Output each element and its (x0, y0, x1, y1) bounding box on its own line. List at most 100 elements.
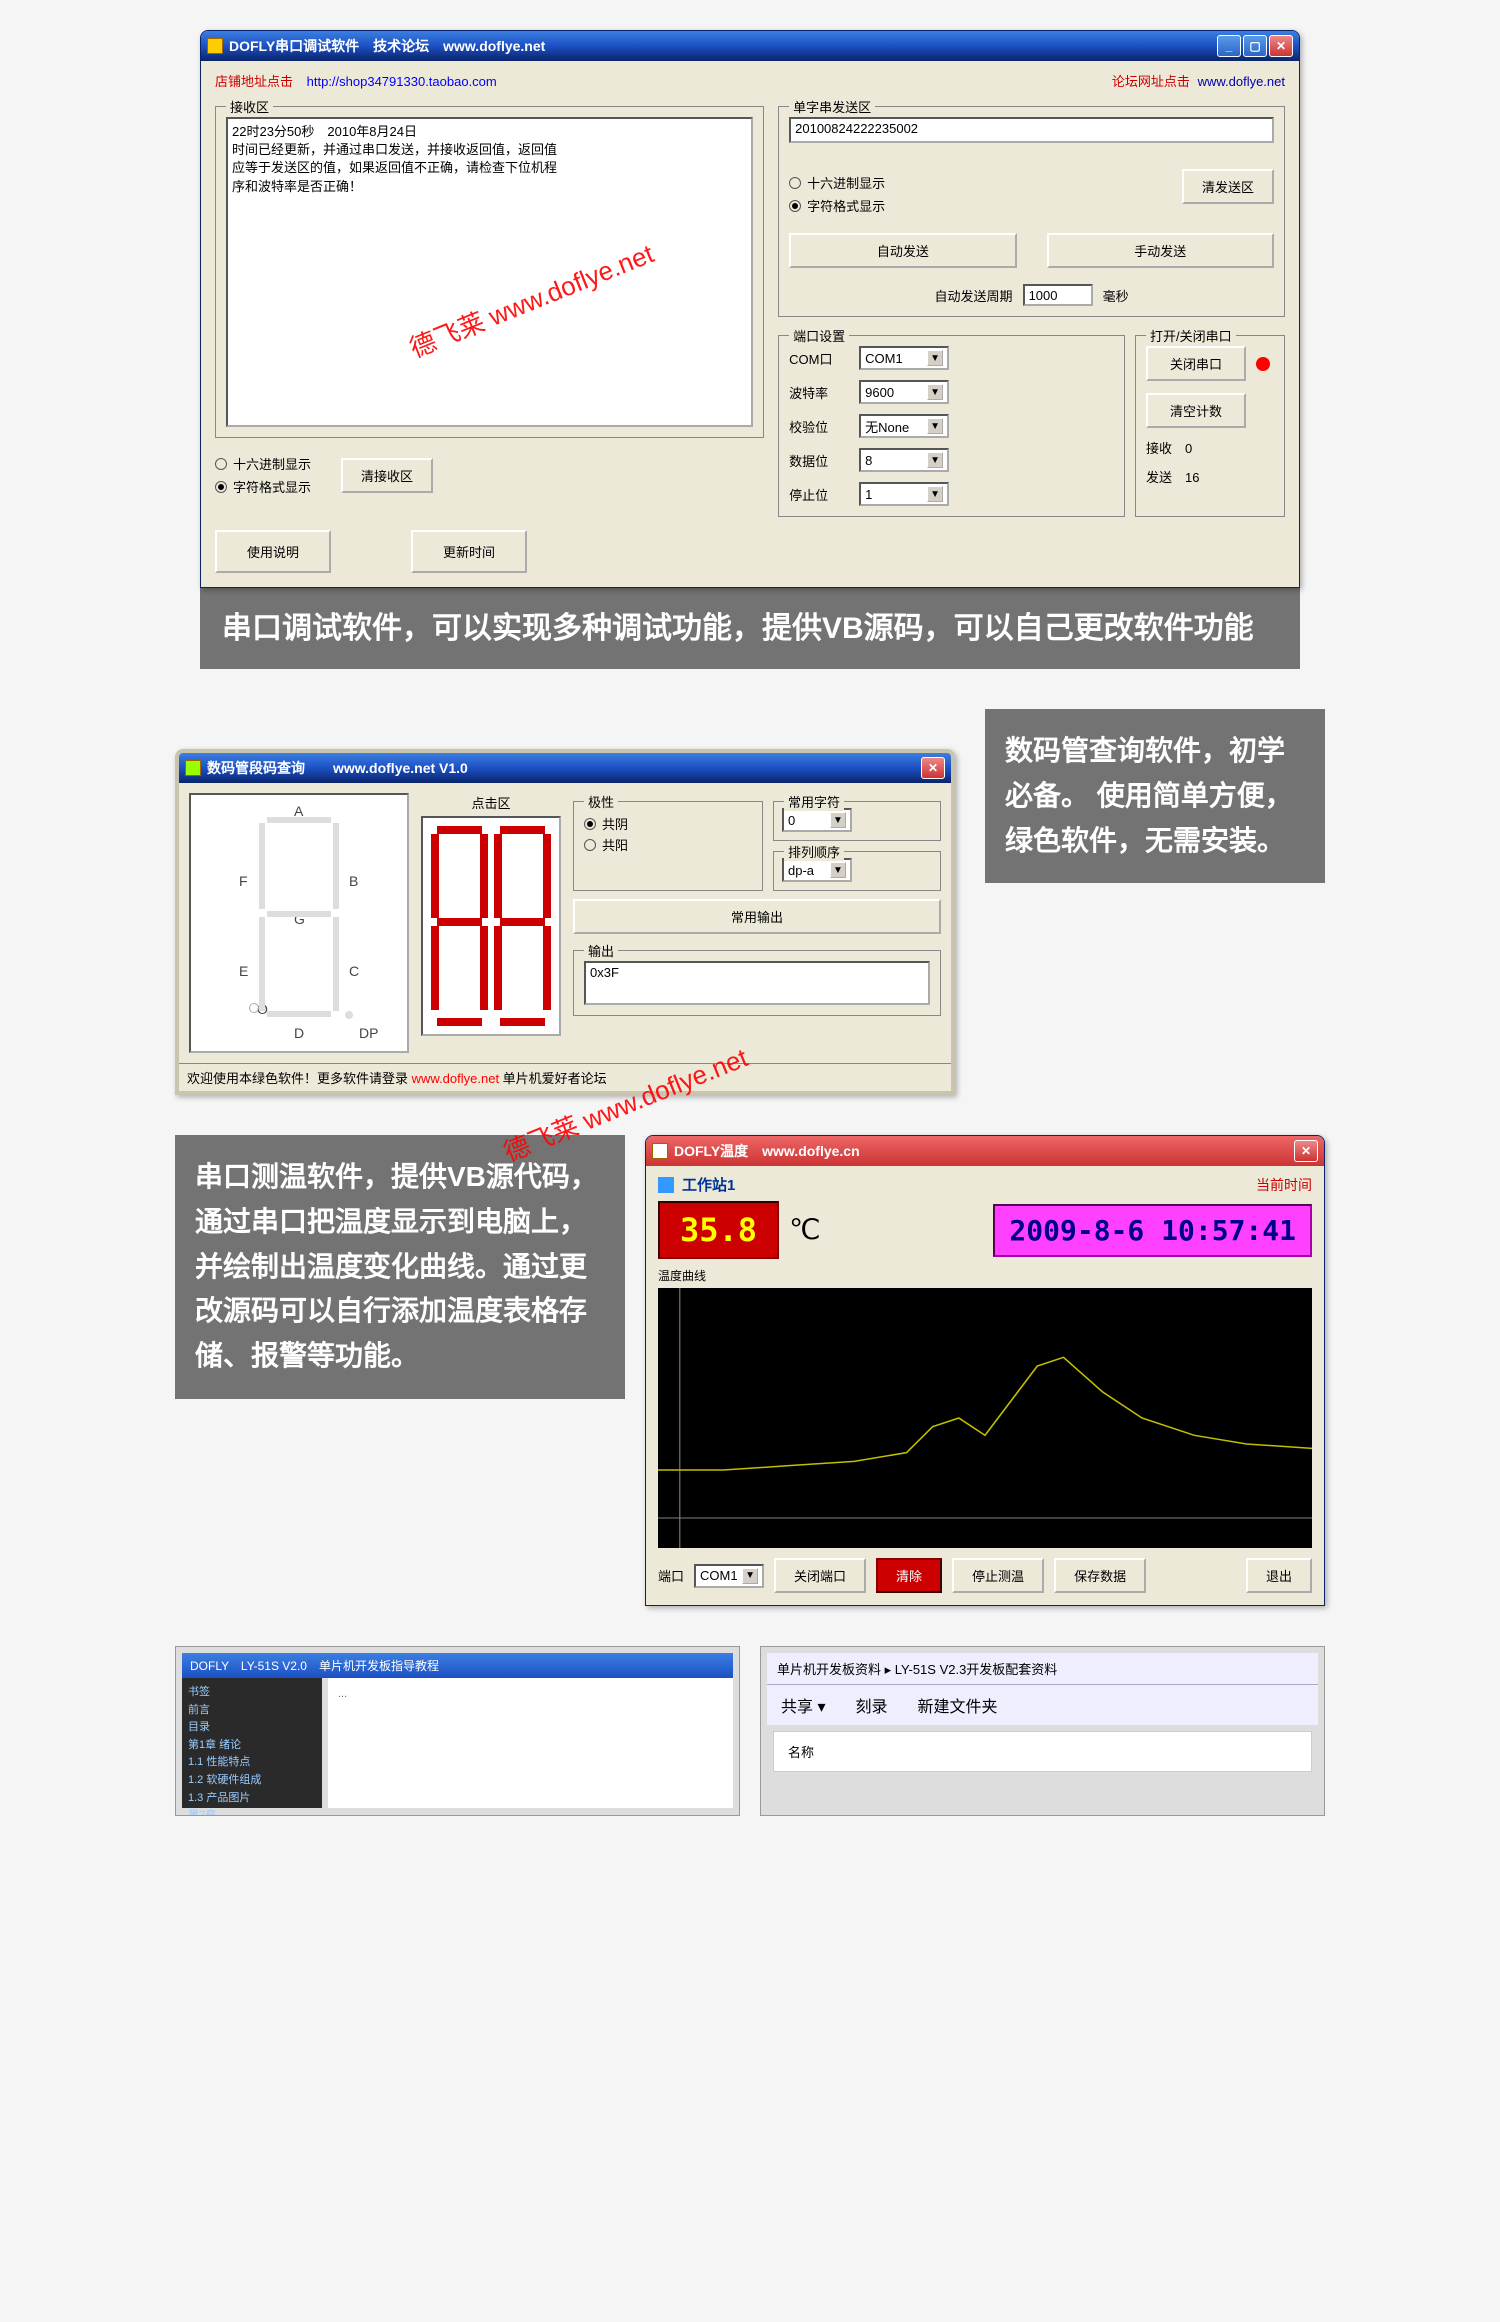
click-area: 点击区 (421, 793, 561, 1053)
pdf-outline-tree[interactable]: 书签前言目录第1章 绪论1.1 性能特点1.2 软硬件组成1.3 产品图片第2章… (182, 1678, 322, 1808)
time-value: 2009-8-6 10:57:41 (993, 1204, 1312, 1257)
auto-period-input[interactable]: 1000 (1023, 284, 1093, 306)
stop-button[interactable]: 停止测温 (952, 1558, 1044, 1593)
common-char-fieldset: 常用字符 0▼ (773, 801, 941, 841)
databits-label: 数据位 (789, 451, 849, 470)
auto-period-label: 自动发送周期 (935, 286, 1013, 305)
forum-link[interactable]: www.doflye.net (1198, 74, 1285, 89)
send-count-value: 16 (1185, 470, 1199, 485)
receive-textarea[interactable]: 22时23分50秒 2010年8月24日 时间已经更新，并通过串口发送，并接收返… (226, 117, 753, 427)
app-icon (652, 1143, 668, 1159)
parity-label: 校验位 (789, 417, 849, 436)
port-legend: 端口设置 (789, 326, 849, 345)
com-label: COM口 (789, 349, 849, 368)
port-settings-fieldset: 端口设置 COM口 COM1▼ 波特率 9600▼ 校验位 无None▼ 数据位… (778, 335, 1125, 517)
station-label: 工作站1 (682, 1174, 735, 1195)
send-legend: 单字串发送区 (789, 97, 875, 116)
parity-select[interactable]: 无None▼ (859, 414, 949, 438)
databits-select[interactable]: 8▼ (859, 448, 949, 472)
stopbits-select[interactable]: 1▼ (859, 482, 949, 506)
digit-left[interactable] (431, 826, 488, 1026)
close-button[interactable]: ✕ (921, 757, 945, 779)
port-label: 端口 (658, 1566, 684, 1585)
common-output-button[interactable]: 常用输出 (573, 899, 941, 934)
receive-fieldset: 接收区 22时23分50秒 2010年8月24日 时间已经更新，并通过串口发送，… (215, 106, 764, 438)
serial-debug-window: DOFLY串口调试软件 技术论坛 www.doflye.net _ ▢ ✕ 店铺… (200, 30, 1300, 588)
pdf-thumbnail: DOFLY LY-51S V2.0 单片机开发板指导教程 书签前言目录第1章 绪… (175, 1646, 740, 1816)
send-count-label: 发送 (1146, 470, 1172, 485)
port-status-led (1256, 357, 1270, 371)
breadcrumb[interactable]: 单片机开发板资料 ▸ LY-51S V2.3开发板配套资料 (767, 1653, 1318, 1685)
recv-count-label: 接收 (1146, 441, 1172, 456)
exit-button[interactable]: 退出 (1246, 1558, 1312, 1593)
chart-title: 温度曲线 (658, 1267, 1312, 1284)
caption-2: 数码管查询软件，初学必备。 使用简单方便，绿色软件，无需安装。 (985, 709, 1325, 883)
clear-receive-button[interactable]: 清接收区 (341, 458, 433, 493)
auto-period-unit: 毫秒 (1103, 286, 1129, 305)
station-icon (658, 1177, 674, 1193)
clear-button[interactable]: 清除 (876, 1558, 942, 1593)
common-cathode-radio[interactable]: 共阴 (584, 814, 752, 833)
thumb-header: DOFLY LY-51S V2.0 单片机开发板指导教程 (182, 1653, 733, 1678)
polarity-fieldset: 极性 共阴 共阳 (573, 801, 763, 891)
titlebar[interactable]: DOFLY温度 www.doflye.cn ✕ (646, 1136, 1324, 1166)
window-title: DOFLY温度 www.doflye.cn (674, 1141, 860, 1161)
clear-count-button[interactable]: 清空计数 (1146, 393, 1246, 428)
temperature-chart (658, 1288, 1312, 1548)
temperature-unit: ℃ (789, 1213, 820, 1247)
recv-count-value: 0 (1185, 441, 1192, 456)
minimize-button[interactable]: _ (1217, 35, 1241, 57)
close-button[interactable]: ✕ (1269, 35, 1293, 57)
close-port-button[interactable]: 关闭串口 (1146, 346, 1246, 381)
help-button[interactable]: 使用说明 (215, 530, 331, 573)
time-label: 当前时间 (1256, 1175, 1312, 1195)
common-char-select[interactable]: 0▼ (782, 808, 852, 832)
explorer-thumbnail: 单片机开发板资料 ▸ LY-51S V2.3开发板配套资料 共享 ▾刻录新建文件… (760, 1646, 1325, 1816)
toggle-legend: 打开/关闭串口 (1146, 326, 1236, 345)
digit-right[interactable] (494, 826, 551, 1026)
send-fieldset: 单字串发送区 20100824222235002 十六进制显示 字符格式显示 清… (778, 106, 1285, 317)
explorer-toolbar[interactable]: 共享 ▾刻录新建文件夹 (767, 1685, 1318, 1725)
column-name-header[interactable]: 名称 (788, 1745, 814, 1760)
shop-link-label: 店铺地址点击 (215, 74, 293, 89)
update-time-button[interactable]: 更新时间 (411, 530, 527, 573)
temperature-window: DOFLY温度 www.doflye.cn ✕ 工作站1 当前时间 35.8 ℃… (645, 1135, 1325, 1606)
send-char-radio[interactable]: 字符格式显示 (789, 196, 885, 215)
close-port-button[interactable]: 关闭端口 (774, 1558, 866, 1593)
manual-send-button[interactable]: 手动发送 (1047, 233, 1274, 268)
baud-label: 波特率 (789, 383, 849, 402)
baud-select[interactable]: 9600▼ (859, 380, 949, 404)
forum-link-label: 论坛网址点击 (1112, 74, 1190, 89)
maximize-button[interactable]: ▢ (1243, 35, 1267, 57)
temperature-value: 35.8 (658, 1201, 779, 1259)
titlebar[interactable]: DOFLY串口调试软件 技术论坛 www.doflye.net _ ▢ ✕ (201, 31, 1299, 61)
app-icon (207, 38, 223, 54)
status-bar: 欢迎使用本绿色软件！更多软件请登录 www.doflye.net 单片机爱好者论… (179, 1063, 951, 1091)
common-anode-radio[interactable]: 共阳 (584, 835, 752, 854)
shop-link[interactable]: http://shop34791330.taobao.com (307, 74, 497, 89)
port-select[interactable]: COM1▼ (694, 1564, 764, 1588)
segment-diagram: A F B G E C D DP O (189, 793, 409, 1053)
segment-lookup-window: 数码管段码查询 www.doflye.net V1.0 ✕ A F B G E … (175, 749, 955, 1095)
window-title: DOFLY串口调试软件 技术论坛 www.doflye.net (229, 36, 545, 56)
app-icon (185, 760, 201, 776)
com-select[interactable]: COM1▼ (859, 346, 949, 370)
window-title: 数码管段码查询 www.doflye.net V1.0 (207, 758, 468, 778)
caption-3: 串口测温软件，提供VB源代码，通过串口把温度显示到电脑上，并绘制出温度变化曲线。… (175, 1135, 625, 1399)
titlebar[interactable]: 数码管段码查询 www.doflye.net V1.0 ✕ (179, 753, 951, 783)
port-toggle-fieldset: 打开/关闭串口 关闭串口 清空计数 接收 0 发送 16 (1135, 335, 1285, 517)
recv-char-radio[interactable]: 字符格式显示 (215, 477, 311, 496)
caption-1: 串口调试软件，可以实现多种调试功能，提供VB源码，可以自己更改软件功能 (200, 588, 1300, 669)
sort-select[interactable]: dp-a▼ (782, 858, 852, 882)
send-input[interactable]: 20100824222235002 (789, 117, 1274, 143)
auto-send-button[interactable]: 自动发送 (789, 233, 1016, 268)
close-button[interactable]: ✕ (1294, 1140, 1318, 1162)
clear-send-button[interactable]: 清发送区 (1182, 169, 1274, 204)
output-fieldset: 输出 0x3F (573, 950, 941, 1016)
output-value[interactable]: 0x3F (584, 961, 930, 1005)
send-hex-radio[interactable]: 十六进制显示 (789, 173, 885, 192)
sort-fieldset: 排列顺序 dp-a▼ (773, 851, 941, 891)
recv-hex-radio[interactable]: 十六进制显示 (215, 454, 311, 473)
save-button[interactable]: 保存数据 (1054, 1558, 1146, 1593)
stopbits-label: 停止位 (789, 485, 849, 504)
